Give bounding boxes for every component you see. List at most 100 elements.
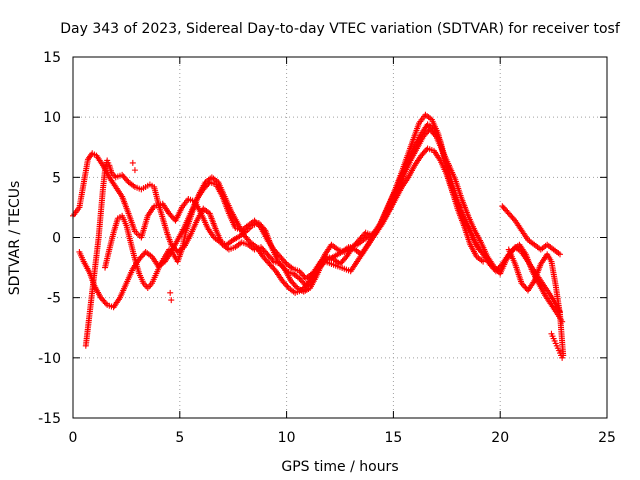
y-axis-label: SDTVAR / TECUs [7,181,23,296]
data-point [297,276,304,283]
data-point [422,130,429,137]
data-point [419,151,426,158]
data-point [427,127,434,134]
data-point [518,280,525,287]
data-point [172,246,179,253]
data-point [486,260,493,267]
data-point [495,265,502,272]
data-point [370,230,377,237]
y-tick-label: 0 [52,231,61,247]
data-point [267,262,274,269]
data-point [281,258,288,265]
data-point [360,232,367,239]
data-point [122,176,129,183]
data-point [354,238,361,245]
data-point [138,253,145,260]
data-point [273,249,280,256]
data-point [505,210,512,217]
data-point [168,213,175,220]
data-point [242,233,249,240]
data-point [281,280,288,287]
data-point [420,133,427,140]
data-point [487,262,494,269]
data-point [255,221,262,228]
y-tick-label: 10 [43,110,61,126]
data-point [282,259,289,266]
data-point [140,251,147,258]
data-point [340,256,347,263]
data-point [131,167,138,174]
data-point [372,227,379,234]
data-point [299,286,306,293]
data-point [519,281,526,288]
data-point [423,146,430,153]
data-point [418,152,425,159]
data-point [166,210,173,217]
data-point [290,280,297,287]
data-point [296,275,303,282]
data-point [349,244,356,251]
data-point [263,258,270,265]
data-point [342,255,349,262]
data-point [302,283,309,290]
data-point [101,298,108,305]
x-axis-label: GPS time / hours [281,459,398,475]
data-point [269,257,276,264]
data-point [168,241,175,248]
data-point [424,129,431,136]
data-point [284,283,291,290]
y-tick-label: -15 [38,411,61,427]
data-point [167,211,174,218]
data-point [265,252,272,259]
data-point [275,252,282,259]
data-point [426,126,433,133]
data-point [300,272,307,279]
data-point [559,354,566,361]
data-point [510,216,517,223]
x-tick-label: 10 [278,430,296,446]
data-point [338,259,345,266]
data-point [279,263,286,270]
data-point [282,266,289,273]
data-point [278,255,285,262]
data-point [271,266,278,273]
data-point [121,174,128,181]
data-point [357,235,364,242]
data-point [298,287,305,294]
data-point [421,131,428,138]
data-point [492,268,499,275]
data-point [356,236,363,243]
data-point [489,263,496,270]
data-point [301,284,308,291]
data-point [137,254,144,261]
data-point [361,231,368,238]
data-point [254,220,261,227]
data-point [351,242,358,249]
data-point [262,256,269,263]
data-point [339,258,346,265]
data-point [252,219,259,226]
data-point [102,300,109,307]
data-point [431,131,438,138]
data-point [97,294,104,301]
x-tick-label: 25 [598,430,616,446]
data-point [291,282,298,289]
data-point [501,206,508,213]
data-point [277,253,284,260]
y-tick-label: 5 [52,170,61,186]
x-tick-label: 0 [69,430,78,446]
data-point [264,251,271,258]
data-point [280,279,287,286]
data-point [99,296,106,303]
data-point [281,265,288,272]
data-point [429,129,436,136]
data-point [303,281,310,288]
grid-lines [73,57,607,418]
data-point [494,266,501,273]
data-point [279,256,286,263]
data-point [129,159,136,166]
data-point [246,237,253,244]
data-point [251,217,258,224]
data-point [120,173,127,180]
